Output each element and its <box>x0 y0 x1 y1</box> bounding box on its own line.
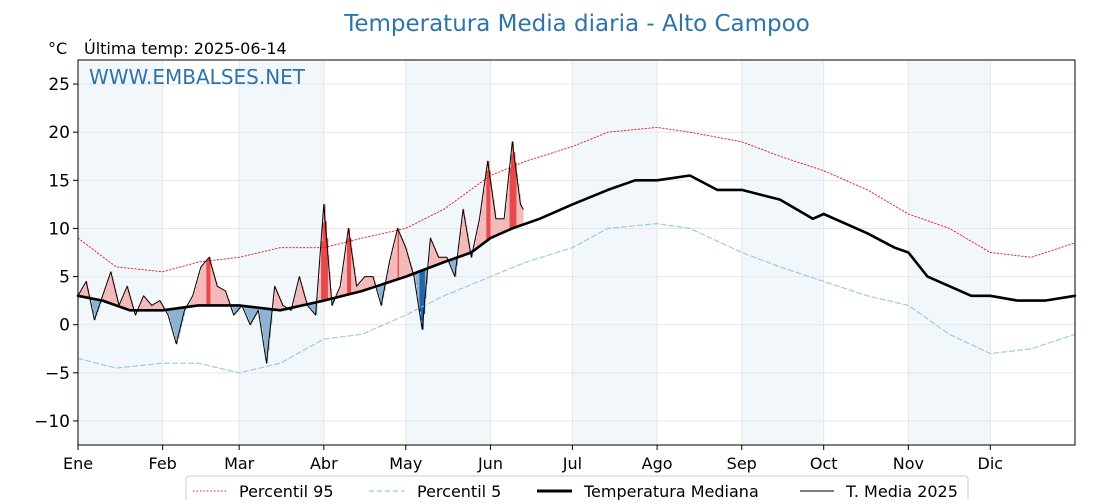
y-unit-label: °C <box>48 39 67 58</box>
legend-label-median: Temperatura Mediana <box>583 482 759 500</box>
x-tick-label: Nov <box>893 454 924 473</box>
y-tick-label: 15 <box>48 171 70 191</box>
x-tick-label: Jul <box>562 454 582 473</box>
y-tick-label: 5 <box>59 268 70 288</box>
month-band-may <box>406 60 491 445</box>
x-tick-label: May <box>389 454 422 473</box>
legend: Percentil 95 Percentil 5 Temperatura Med… <box>186 476 968 500</box>
month-band-ene <box>78 60 163 445</box>
chart-title: Temperatura Media diaria - Alto Campoo <box>343 11 810 37</box>
legend-label-p5: Percentil 5 <box>417 482 501 500</box>
last-temp-label: Última temp: 2025-06-14 <box>84 39 287 58</box>
x-tick-label: Feb <box>149 454 177 473</box>
x-axis-ticks: Ene Feb Mar Abr May Jun Jul Ago Sep Oct Nov Dic <box>63 445 1003 473</box>
month-band-jul <box>572 60 657 445</box>
x-tick-label: Abr <box>310 454 338 473</box>
x-tick-label: Oct <box>810 454 838 473</box>
y-tick-label: −10 <box>34 412 70 432</box>
month-bands <box>78 60 990 445</box>
y-axis-ticks: −10 −5 0 5 10 15 20 25 <box>34 75 78 432</box>
month-band-nov <box>908 60 990 445</box>
y-tick-label: 20 <box>48 123 70 143</box>
x-tick-label: Jun <box>477 454 503 473</box>
month-band-mar <box>239 60 324 445</box>
y-tick-label: 0 <box>59 316 70 336</box>
x-tick-label: Mar <box>224 454 255 473</box>
x-tick-label: Dic <box>978 454 1004 473</box>
x-tick-label: Ago <box>642 454 673 473</box>
y-tick-label: 10 <box>48 219 70 239</box>
y-tick-label: −5 <box>45 364 70 384</box>
legend-label-2025: T. Media 2025 <box>845 482 958 500</box>
x-tick-label: Ene <box>63 454 93 473</box>
legend-label-p95: Percentil 95 <box>239 482 334 500</box>
watermark: WWW.EMBALSES.NET <box>89 65 306 89</box>
x-tick-label: Sep <box>727 454 757 473</box>
month-band-sep <box>742 60 824 445</box>
y-tick-label: 25 <box>48 75 70 95</box>
